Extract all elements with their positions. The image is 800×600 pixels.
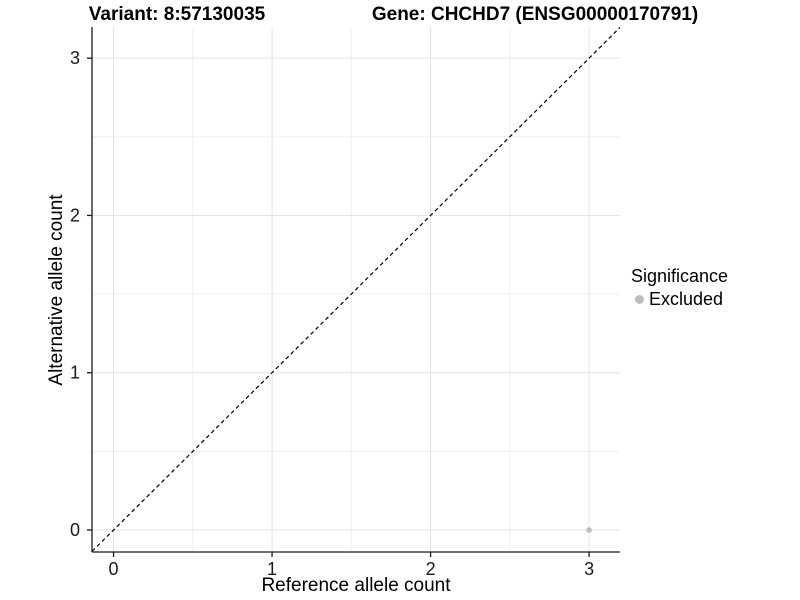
y-tick-label: 3 [70,48,80,68]
legend-point-icon [635,295,644,304]
y-axis-title: Alternative allele count [46,194,67,386]
identity-reference-line [91,27,621,552]
x-tick-label: 3 [584,559,594,579]
data-point [586,527,592,533]
x-tick-label: 0 [109,559,119,579]
legend-title: Significance [631,266,729,286]
y-tick-label: 0 [70,520,80,540]
legend: Significance Excluded [631,266,728,310]
plot-title-gene: Gene: CHCHD7 (ENSG00000170791) [371,4,699,25]
x-tick-label: 2 [426,559,436,579]
x-tick-label: 1 [267,559,277,579]
y-tick-label: 1 [70,363,80,383]
x-axis-title: Reference allele count [261,575,451,596]
y-tick-label: 2 [70,205,80,225]
plot-title-variant: Variant: 8:57130035 [88,4,266,25]
legend-item-excluded: Excluded [631,289,728,310]
legend-item-label: Excluded [649,289,724,309]
